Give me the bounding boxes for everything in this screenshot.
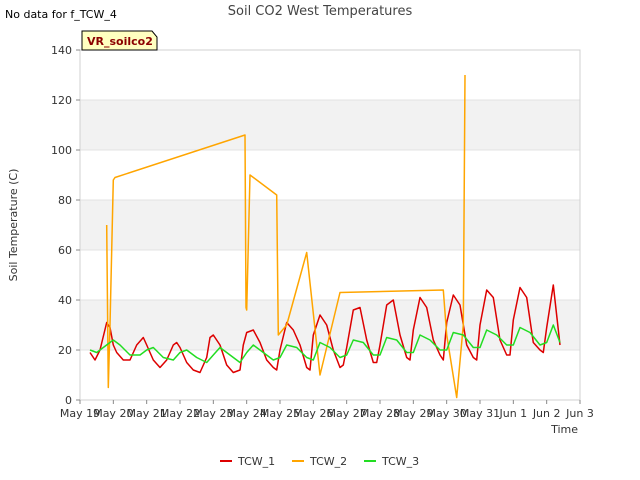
x-tick-label: May 29 bbox=[393, 407, 433, 420]
y-tick-label: 20 bbox=[58, 344, 72, 357]
legend-label: TCW_2 bbox=[309, 455, 347, 468]
series-lines bbox=[89, 74, 561, 399]
y-tick-label: 60 bbox=[58, 244, 72, 257]
x-tick-label: Jun 1 bbox=[498, 407, 527, 420]
plot-band bbox=[80, 300, 580, 350]
y-axis-ticks: 0 20 40 60 80 100 120 140 bbox=[51, 44, 80, 407]
x-tick-label: May 30 bbox=[427, 407, 467, 420]
series-line-tcw-3 bbox=[89, 324, 561, 364]
x-tick-label: May 27 bbox=[327, 407, 367, 420]
y-axis-label: Soil Temperature (C) bbox=[7, 169, 20, 282]
series-tag-box bbox=[81, 30, 158, 51]
series-line-tcw-2 bbox=[105, 74, 466, 399]
x-tick-label: May 20 bbox=[93, 407, 133, 420]
x-tick-label: May 19 bbox=[60, 407, 100, 420]
x-axis-label: Time bbox=[550, 423, 578, 436]
y-tick-label: 100 bbox=[51, 144, 72, 157]
legend: TCW_1 TCW_2 TCW_3 bbox=[220, 455, 419, 468]
y-tick-label: 140 bbox=[51, 44, 72, 57]
x-tick-label: May 24 bbox=[227, 407, 267, 420]
plot-band bbox=[80, 100, 580, 150]
x-tick-label: May 23 bbox=[193, 407, 233, 420]
chart-title: Soil CO2 West Temperatures bbox=[228, 4, 413, 19]
x-tick-label: May 21 bbox=[127, 407, 167, 420]
x-tick-label: May 26 bbox=[293, 407, 333, 420]
y-tick-label: 40 bbox=[58, 294, 72, 307]
y-tick-label: 80 bbox=[58, 194, 72, 207]
x-tick-label: May 22 bbox=[160, 407, 200, 420]
x-tick-label: Jun 2 bbox=[532, 407, 561, 420]
y-tick-label: 0 bbox=[65, 394, 72, 407]
series-tag-label: VR_soilco2 bbox=[87, 35, 153, 48]
x-tick-label: May 28 bbox=[360, 407, 400, 420]
series-line-tcw-1 bbox=[89, 284, 561, 374]
x-tick-label: May 25 bbox=[260, 407, 300, 420]
plot-band bbox=[80, 200, 580, 250]
legend-label: TCW_1 bbox=[237, 455, 275, 468]
plot-frame bbox=[79, 49, 581, 401]
y-tick-label: 120 bbox=[51, 94, 72, 107]
no-data-note: No data for f_TCW_4 bbox=[5, 8, 117, 21]
series-tag: VR_soilco2 bbox=[81, 30, 158, 51]
plot-bands bbox=[80, 100, 580, 350]
x-tick-label: Jun 3 bbox=[565, 407, 594, 420]
legend-label: TCW_3 bbox=[381, 455, 419, 468]
x-tick-label: May 31 bbox=[460, 407, 500, 420]
